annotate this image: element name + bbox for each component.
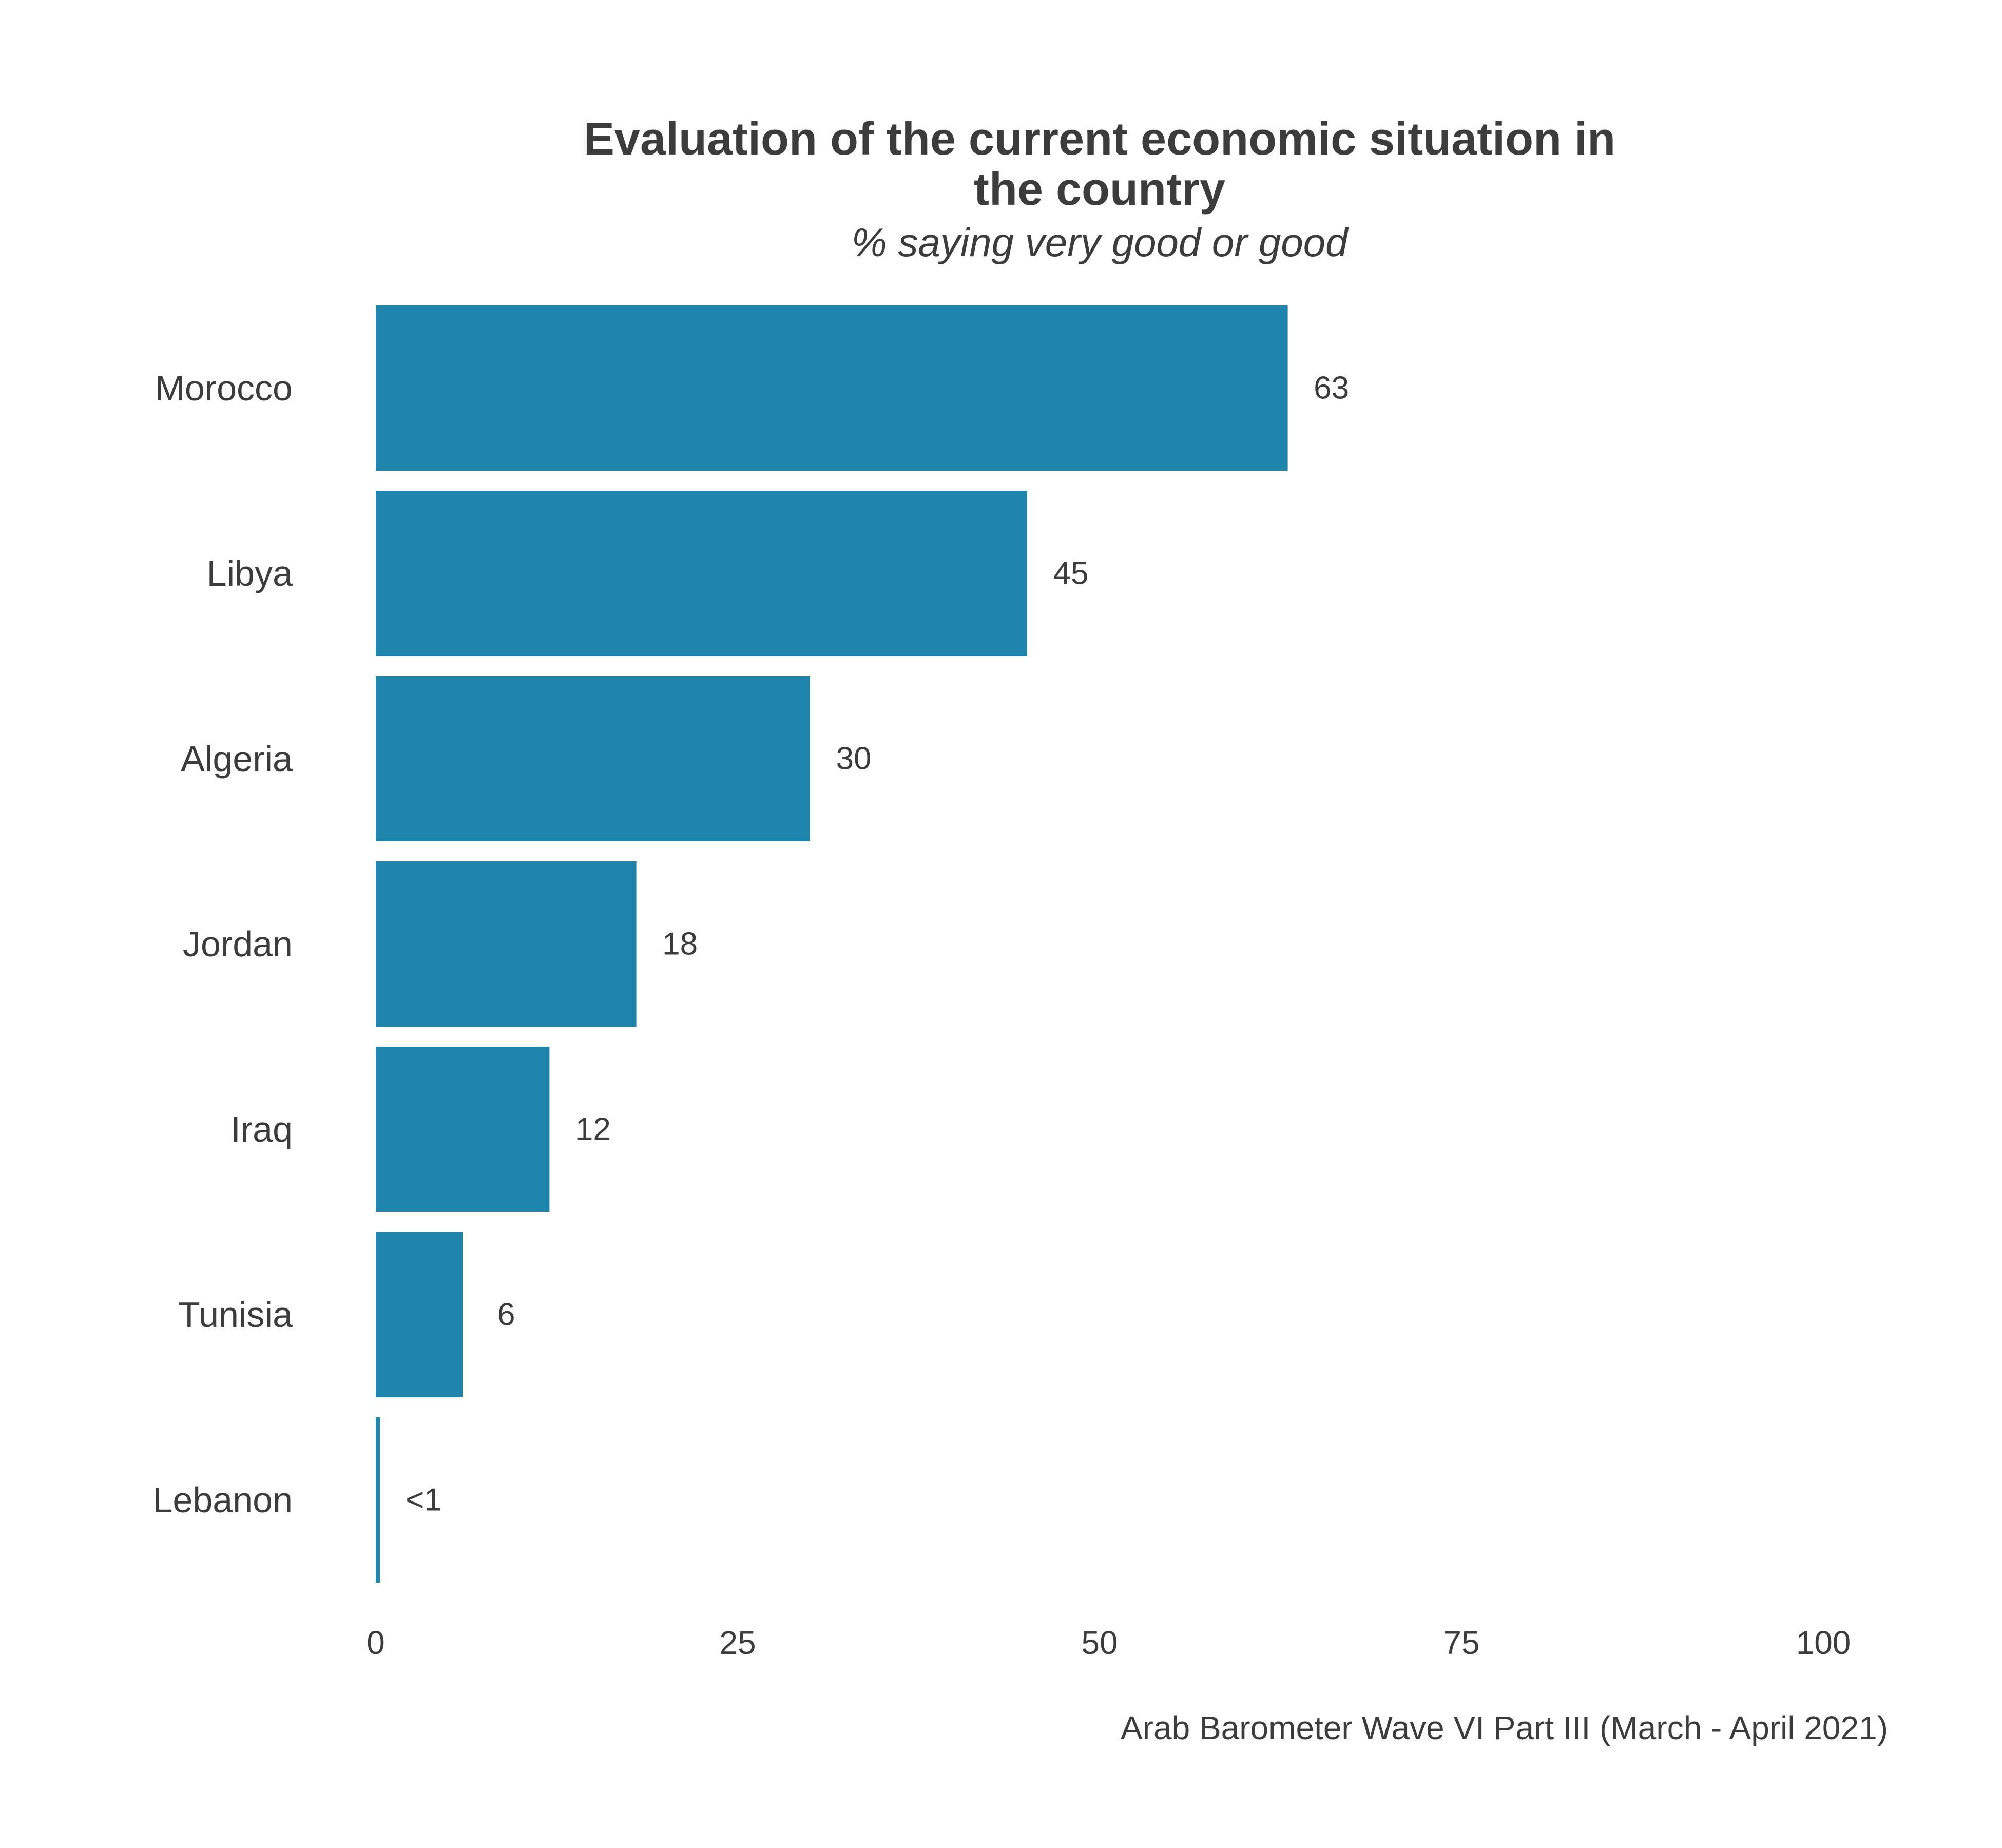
bar-iraq bbox=[376, 1047, 550, 1212]
value-label-algeria: 30 bbox=[836, 741, 872, 777]
category-label-iraq: Iraq bbox=[230, 1109, 293, 1149]
value-label-morocco: 63 bbox=[1314, 371, 1349, 406]
bar-algeria bbox=[376, 676, 810, 841]
value-label-jordan: 18 bbox=[662, 927, 698, 962]
value-label-iraq: 12 bbox=[575, 1112, 611, 1147]
category-label-libya: Libya bbox=[207, 553, 293, 593]
bar-jordan bbox=[376, 861, 637, 1027]
x-tick-label-75: 75 bbox=[1443, 1624, 1479, 1661]
bar-tunisia bbox=[376, 1232, 463, 1397]
x-tick-label-50: 50 bbox=[1081, 1624, 1118, 1661]
bar-lebanon bbox=[376, 1417, 380, 1583]
category-label-jordan: Jordan bbox=[183, 924, 293, 964]
chart-subtitle: % saying very good or good bbox=[851, 220, 1348, 265]
category-label-algeria: Algeria bbox=[181, 739, 293, 779]
value-labels-group: 63 45 30 18 12 6 <1 bbox=[406, 371, 1349, 1518]
category-label-morocco: Morocco bbox=[155, 368, 293, 408]
bar-libya bbox=[376, 491, 1027, 656]
bars-group bbox=[376, 305, 1288, 1583]
x-axis-ticks: 0 25 50 75 100 bbox=[367, 1624, 1851, 1661]
x-tick-label-0: 0 bbox=[367, 1624, 385, 1661]
bar-morocco bbox=[376, 305, 1288, 471]
category-labels-group: Morocco Libya Algeria Jordan Iraq Tunisia Leba… bbox=[152, 368, 293, 1520]
category-label-tunisia: Tunisia bbox=[178, 1295, 293, 1335]
chart-title-line-1: Evaluation of the current economic situa… bbox=[583, 113, 1616, 165]
category-label-lebanon: Lebanon bbox=[152, 1480, 293, 1520]
x-tick-label-25: 25 bbox=[719, 1624, 756, 1661]
x-tick-label-100: 100 bbox=[1796, 1624, 1851, 1661]
value-label-lebanon: <1 bbox=[406, 1483, 442, 1518]
value-label-tunisia: 6 bbox=[497, 1297, 515, 1333]
source-caption: Arab Barometer Wave VI Part III (March -… bbox=[1120, 1709, 1888, 1746]
value-label-libya: 45 bbox=[1053, 556, 1089, 591]
chart-title-line-2: the country bbox=[973, 164, 1226, 215]
